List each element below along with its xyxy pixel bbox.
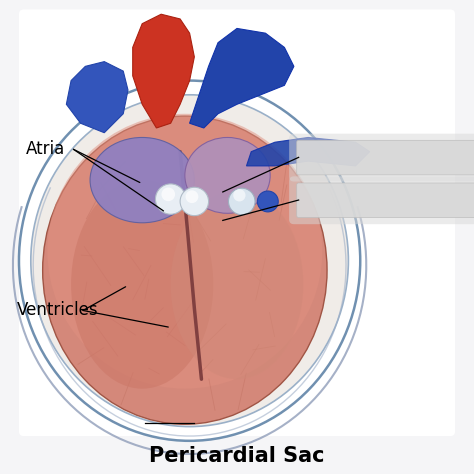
Circle shape bbox=[180, 187, 209, 216]
FancyBboxPatch shape bbox=[289, 134, 474, 182]
Ellipse shape bbox=[43, 116, 327, 424]
Ellipse shape bbox=[19, 81, 360, 441]
Ellipse shape bbox=[71, 180, 213, 389]
Ellipse shape bbox=[185, 137, 270, 213]
Ellipse shape bbox=[31, 95, 348, 427]
FancyBboxPatch shape bbox=[297, 140, 474, 175]
Circle shape bbox=[155, 184, 186, 214]
Polygon shape bbox=[133, 14, 194, 128]
Text: Ventricles: Ventricles bbox=[17, 301, 98, 319]
FancyBboxPatch shape bbox=[19, 9, 455, 436]
Circle shape bbox=[257, 191, 278, 212]
FancyBboxPatch shape bbox=[297, 183, 474, 218]
Circle shape bbox=[185, 191, 199, 203]
Polygon shape bbox=[246, 137, 370, 166]
Circle shape bbox=[233, 189, 246, 201]
Text: Atria: Atria bbox=[26, 140, 65, 158]
FancyBboxPatch shape bbox=[289, 176, 474, 224]
Ellipse shape bbox=[90, 137, 194, 223]
Text: Pericardial Sac: Pericardial Sac bbox=[149, 446, 325, 466]
Circle shape bbox=[228, 188, 255, 215]
Circle shape bbox=[162, 188, 175, 201]
Ellipse shape bbox=[47, 114, 322, 389]
Polygon shape bbox=[190, 28, 294, 128]
Ellipse shape bbox=[171, 190, 303, 379]
Polygon shape bbox=[66, 62, 128, 133]
